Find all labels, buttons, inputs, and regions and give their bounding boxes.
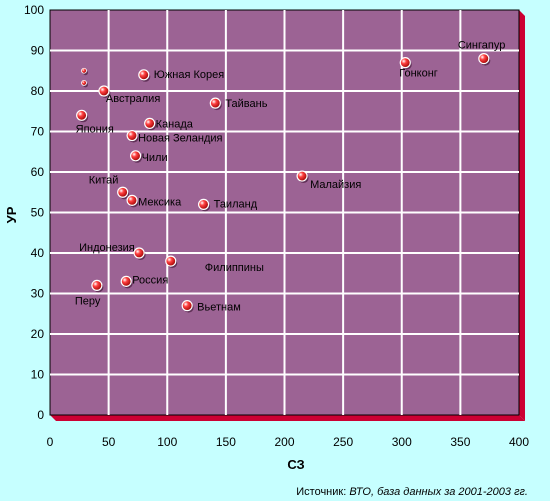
y-tick-label: 30 (31, 287, 45, 301)
data-point (144, 117, 156, 130)
data-point (129, 150, 142, 162)
point-label: Малайзия (310, 179, 361, 191)
plot-frame-bottom (50, 415, 525, 421)
point-label: Новая Зеландия (138, 133, 222, 145)
source-note: Источник: ВТО, база данных за 2001-2003 … (296, 486, 528, 498)
x-tick-label: 50 (102, 435, 116, 449)
point-label: Австралия (106, 93, 160, 105)
data-point (399, 57, 411, 69)
data-point (296, 170, 308, 182)
y-tick-label: 60 (31, 165, 45, 179)
source-text: ВТО, база данных за 2001-2003 гг. (349, 486, 528, 498)
data-point (98, 85, 110, 97)
point-label: Сингапур (458, 40, 506, 52)
x-tick-label: 0 (47, 435, 54, 449)
data-point (117, 186, 129, 198)
x-axis-title: СЗ (287, 457, 304, 472)
point-label: Перу (75, 295, 101, 307)
point-label: Чили (142, 152, 168, 164)
data-points: Сингапур Гонконг Южная Корея Австралия Тайва… (75, 40, 505, 314)
source-prefix: Источник: (296, 486, 349, 498)
plot-frame-right (519, 10, 525, 421)
point-label: Вьетнам (197, 302, 241, 314)
y-tick-label: 0 (37, 408, 44, 422)
y-axis-title: УР (4, 206, 19, 223)
y-tick-label: 10 (31, 368, 45, 382)
point-label: Филиппины (205, 262, 264, 274)
point-label: Китай (89, 174, 119, 186)
data-point (81, 67, 87, 74)
x-tick-label: 250 (333, 435, 353, 449)
data-point (478, 52, 490, 65)
y-tick-label: 90 (31, 44, 45, 58)
data-point (76, 109, 88, 121)
y-tick-label: 50 (31, 206, 45, 220)
data-point (81, 80, 87, 86)
data-point (133, 247, 145, 259)
x-tick-label: 150 (216, 435, 236, 449)
y-tick-label: 20 (31, 327, 45, 341)
tick-labels: 0 50 100 150 200 250 300 350 400 0 10 20 30 40 50 60 70 8… (24, 3, 529, 449)
point-label: Россия (132, 274, 168, 286)
point-label: Канада (156, 118, 194, 130)
point-label: Таиланд (214, 198, 258, 210)
data-point (120, 275, 132, 287)
gridlines (50, 10, 519, 415)
point-label: Тайвань (225, 98, 267, 110)
data-point (126, 194, 138, 206)
data-point (138, 69, 150, 81)
point-label: Япония (76, 123, 114, 135)
x-tick-label: 350 (450, 435, 470, 449)
data-point (197, 198, 210, 210)
data-point (209, 97, 221, 109)
data-point (91, 279, 103, 291)
point-label: Индонезия (79, 242, 135, 254)
x-tick-label: 100 (157, 435, 177, 449)
x-tick-label: 200 (274, 435, 294, 449)
data-point (165, 255, 177, 267)
point-label: Мексика (138, 196, 182, 208)
data-point (126, 129, 138, 142)
y-tick-label: 100 (24, 3, 44, 17)
point-label: Южная Корея (154, 69, 224, 81)
y-tick-label: 40 (31, 246, 45, 260)
x-tick-label: 400 (509, 435, 529, 449)
point-label: Гонконг (399, 68, 438, 80)
data-point (181, 300, 193, 312)
y-tick-label: 70 (31, 125, 45, 139)
x-tick-label: 300 (392, 435, 412, 449)
y-tick-label: 80 (31, 84, 45, 98)
